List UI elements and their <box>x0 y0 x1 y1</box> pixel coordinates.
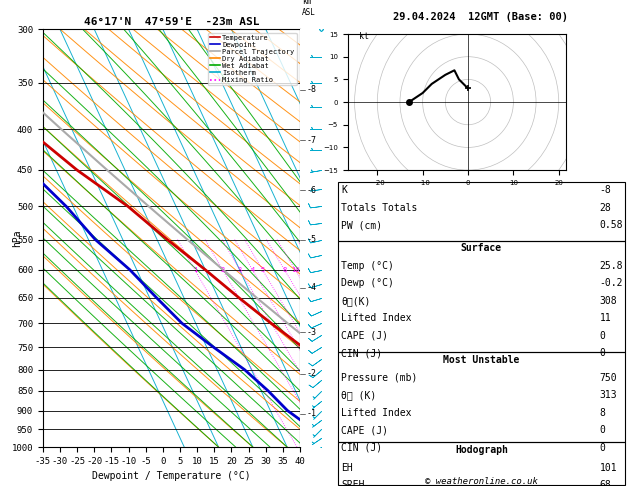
Text: 8: 8 <box>599 408 605 418</box>
Text: km
ASL: km ASL <box>302 0 316 17</box>
Text: 8: 8 <box>282 267 287 273</box>
Text: θᴇ (K): θᴇ (K) <box>342 390 377 400</box>
Text: Pressure (mb): Pressure (mb) <box>342 373 418 383</box>
Text: Dewp (°C): Dewp (°C) <box>342 278 394 289</box>
Text: hPa: hPa <box>12 229 22 247</box>
Text: Totals Totals: Totals Totals <box>342 203 418 213</box>
Text: -4: -4 <box>307 283 317 292</box>
Text: 313: 313 <box>599 390 617 400</box>
Text: 25.8: 25.8 <box>599 261 623 271</box>
Text: 0: 0 <box>599 331 605 341</box>
Text: EH: EH <box>342 463 353 473</box>
Text: CAPE (J): CAPE (J) <box>342 425 388 435</box>
Text: CIN (J): CIN (J) <box>342 443 382 453</box>
Text: -1: -1 <box>307 409 317 418</box>
Text: 10: 10 <box>291 267 299 273</box>
Text: -2: -2 <box>307 369 317 379</box>
Text: Most Unstable: Most Unstable <box>443 355 520 365</box>
Text: 11: 11 <box>599 313 611 324</box>
Text: 29.04.2024  12GMT (Base: 00): 29.04.2024 12GMT (Base: 00) <box>393 12 568 22</box>
Text: 750: 750 <box>599 373 617 383</box>
Text: © weatheronline.co.uk: © weatheronline.co.uk <box>425 477 538 486</box>
Text: SREH: SREH <box>342 480 365 486</box>
Text: 0: 0 <box>599 348 605 359</box>
Text: 5: 5 <box>260 267 265 273</box>
Text: 101: 101 <box>599 463 617 473</box>
X-axis label: Dewpoint / Temperature (°C): Dewpoint / Temperature (°C) <box>92 471 251 482</box>
Text: 68: 68 <box>599 480 611 486</box>
Text: 0: 0 <box>599 425 605 435</box>
Text: 2: 2 <box>221 267 225 273</box>
Text: 0.58: 0.58 <box>599 220 623 230</box>
Text: -5: -5 <box>307 235 317 244</box>
Text: CAPE (J): CAPE (J) <box>342 331 388 341</box>
Text: K: K <box>342 185 347 195</box>
Text: 1: 1 <box>192 267 197 273</box>
Text: 3: 3 <box>238 267 242 273</box>
Text: kt: kt <box>359 32 369 40</box>
Text: Lifted Index: Lifted Index <box>342 313 412 324</box>
Text: 308: 308 <box>599 296 617 306</box>
Text: -8: -8 <box>307 85 317 94</box>
Text: Surface: Surface <box>461 243 502 254</box>
Text: CIN (J): CIN (J) <box>342 348 382 359</box>
Text: Hodograph: Hodograph <box>455 445 508 455</box>
Text: Lifted Index: Lifted Index <box>342 408 412 418</box>
Text: -3: -3 <box>307 328 317 337</box>
Text: -8: -8 <box>599 185 611 195</box>
Text: 4: 4 <box>250 267 255 273</box>
Text: -6: -6 <box>307 186 317 195</box>
Text: 0: 0 <box>599 443 605 453</box>
Text: -7: -7 <box>307 136 317 145</box>
Text: PW (cm): PW (cm) <box>342 220 382 230</box>
Legend: Temperature, Dewpoint, Parcel Trajectory, Dry Adiabat, Wet Adiabat, Isotherm, Mi: Temperature, Dewpoint, Parcel Trajectory… <box>208 33 296 85</box>
Text: 28: 28 <box>599 203 611 213</box>
Text: Temp (°C): Temp (°C) <box>342 261 394 271</box>
Text: -0.2: -0.2 <box>599 278 623 289</box>
Text: θᴇ(K): θᴇ(K) <box>342 296 370 306</box>
Title: 46°17'N  47°59'E  -23m ASL: 46°17'N 47°59'E -23m ASL <box>84 17 259 27</box>
